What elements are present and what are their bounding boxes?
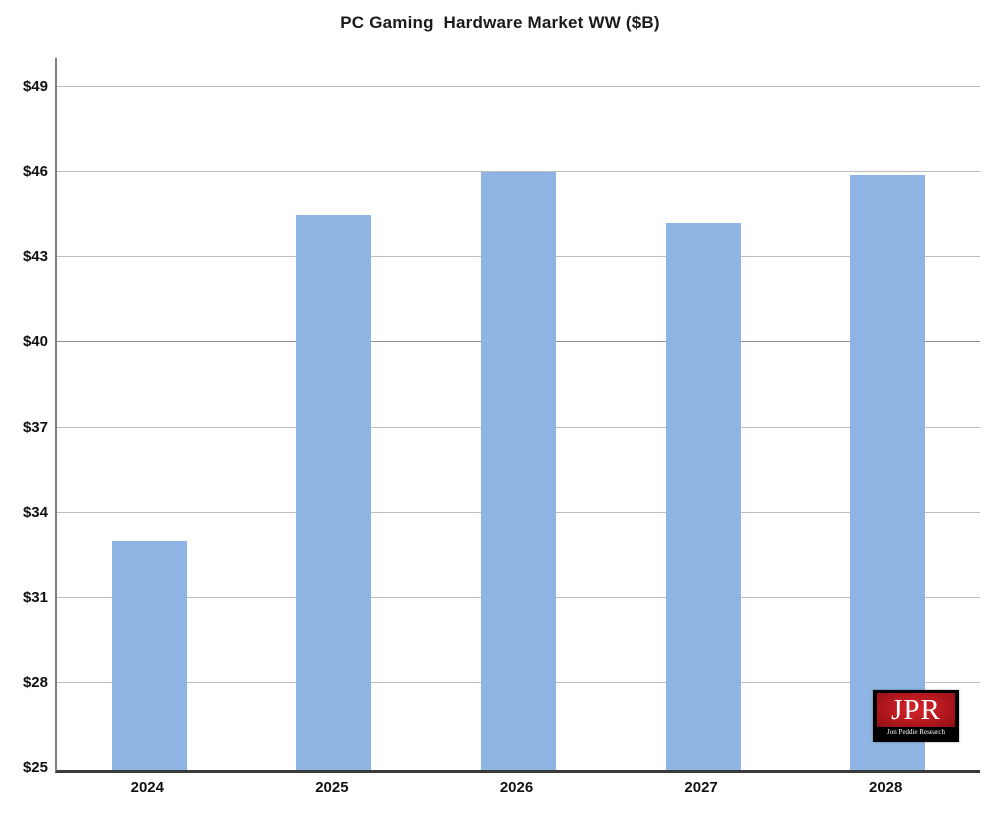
xtick-label-2025: 2025 bbox=[315, 779, 349, 796]
ytick-label-37: $37 bbox=[22, 418, 48, 436]
gridline-46 bbox=[57, 171, 980, 173]
xtick-label-2024: 2024 bbox=[130, 779, 164, 796]
gridline-49 bbox=[57, 86, 980, 87]
plot-area bbox=[55, 58, 980, 773]
ytick-label-49: $49 bbox=[22, 78, 48, 95]
xtick-label-2027: 2027 bbox=[684, 779, 718, 796]
bar-2025 bbox=[296, 214, 372, 770]
jpr-logo-red-panel: JPR bbox=[877, 693, 955, 727]
jpr-logo-text: JPR bbox=[891, 693, 941, 726]
jpr-logo: JPR Jon Peddie Research bbox=[873, 690, 959, 742]
ytick-label-43: $43 bbox=[22, 248, 48, 266]
bar-2024 bbox=[111, 541, 187, 770]
xtick-label-2026: 2026 bbox=[499, 779, 534, 796]
bar-2026 bbox=[481, 172, 556, 770]
ytick-label-46: $46 bbox=[22, 163, 48, 181]
ytick-label-25: $25 bbox=[22, 759, 48, 776]
xtick-label-2028: 2028 bbox=[869, 779, 903, 796]
ytick-label-34: $34 bbox=[22, 503, 48, 521]
ytick-label-40: $40 bbox=[22, 333, 48, 351]
ytick-label-31: $31 bbox=[22, 588, 48, 606]
jpr-logo-subtext: Jon Peddie Research bbox=[877, 727, 955, 738]
ytick-label-28: $28 bbox=[22, 673, 48, 691]
bar-2027 bbox=[665, 223, 741, 770]
bar-2028 bbox=[850, 174, 926, 770]
chart-title: PC Gaming Hardware Market WW ($B) bbox=[340, 13, 660, 32]
